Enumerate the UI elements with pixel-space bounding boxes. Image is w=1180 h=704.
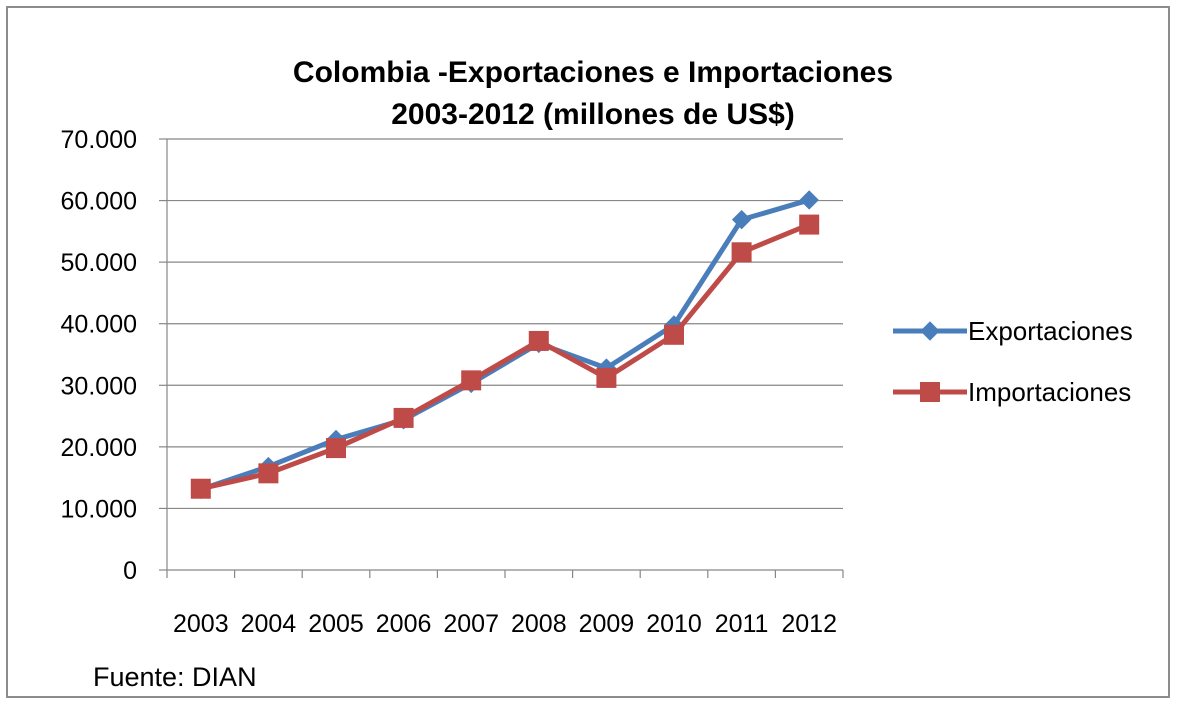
legend-label: Importaciones: [968, 377, 1131, 407]
gridlines: [167, 138, 843, 510]
x-tick-label: 2010: [646, 610, 702, 638]
x-tick-label: 2007: [443, 610, 499, 638]
x-tick-label: 2008: [511, 610, 567, 638]
legend-marker: [920, 382, 940, 402]
y-tick-label: 70.000: [61, 126, 137, 154]
legend-label: Exportaciones: [968, 316, 1133, 346]
legend-entry: Importaciones: [893, 377, 1131, 407]
legend: Exportaciones Importaciones: [893, 316, 1133, 407]
square-marker: [528, 330, 549, 351]
square-marker: [461, 370, 482, 391]
series-exportaciones: [191, 190, 819, 500]
y-tick-label: 0: [123, 557, 137, 585]
chart-frame: [6, 6, 1170, 698]
square-marker: [258, 463, 279, 484]
y-tick-label: 20.000: [61, 434, 137, 462]
square-marker: [664, 324, 684, 345]
series-line: [198, 197, 812, 492]
square-marker: [393, 407, 414, 428]
square-marker: [596, 367, 617, 388]
chart-title-line-1: Colombia -Exportaciones e Importaciones: [293, 56, 893, 89]
x-tick-label: 2004: [241, 610, 297, 638]
legend-entry: Exportaciones: [893, 316, 1133, 346]
y-tick-label: 50.000: [61, 249, 137, 277]
y-tick-label: 40.000: [61, 311, 137, 339]
diamond-marker: [731, 209, 752, 230]
diamond-marker: [799, 190, 819, 210]
series-line: [198, 222, 812, 492]
x-tick-label: 2011: [715, 610, 769, 638]
chart-title-line-2: 2003-2012 (millones de US$): [391, 98, 795, 131]
y-tick-label: 30.000: [61, 372, 137, 400]
axes: 0 10.000 20.000 30.000 40.000 50.000 60.000 70.…: [61, 126, 844, 638]
series-importaciones: [190, 214, 820, 499]
x-tick-label: 2005: [308, 610, 364, 638]
y-tick-label: 60.000: [61, 188, 137, 216]
square-marker: [731, 242, 752, 263]
source-note: Fuente: DIAN: [93, 662, 257, 692]
square-marker: [190, 478, 211, 499]
series: [190, 190, 820, 500]
x-tick-label: 2003: [173, 610, 229, 638]
x-tick-label: 2006: [376, 610, 432, 638]
square-marker: [326, 438, 346, 459]
x-tick-label: 2012: [781, 610, 837, 638]
y-tick-label: 10.000: [61, 495, 137, 523]
square-marker: [799, 214, 820, 235]
legend-marker: [920, 321, 940, 341]
x-tick-label: 2009: [579, 610, 635, 638]
